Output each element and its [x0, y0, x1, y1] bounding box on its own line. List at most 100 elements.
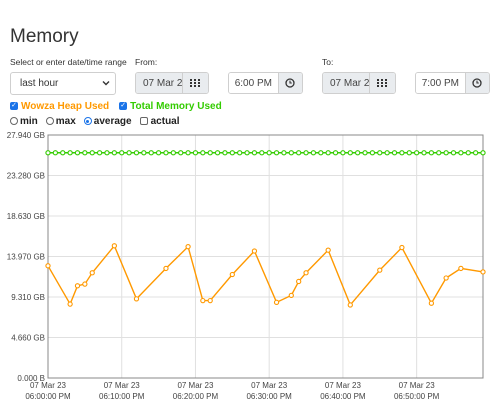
data-point-total-memory-used[interactable]	[355, 150, 361, 156]
from-time-button[interactable]	[277, 73, 302, 93]
to-date-input[interactable]: 07 Mar 2	[323, 73, 369, 93]
to-time-input[interactable]: 7:00 PM	[416, 73, 465, 93]
from-time-input[interactable]: 6:00 PM	[229, 73, 278, 93]
data-point-wowza-heap-used[interactable]	[303, 270, 309, 276]
data-point-total-memory-used[interactable]	[406, 150, 412, 156]
data-point-total-memory-used[interactable]	[377, 150, 383, 156]
data-point-total-memory-used[interactable]	[119, 150, 125, 156]
data-point-total-memory-used[interactable]	[45, 150, 51, 156]
data-point-total-memory-used[interactable]	[89, 150, 95, 156]
data-point-total-memory-used[interactable]	[163, 150, 169, 156]
data-point-wowza-heap-used[interactable]	[288, 292, 294, 299]
from-date-button[interactable]	[181, 73, 208, 93]
data-point-total-memory-used[interactable]	[458, 150, 464, 156]
data-point-total-memory-used[interactable]	[472, 150, 479, 156]
from-date-input[interactable]: 07 Mar 2	[136, 73, 182, 93]
data-point-total-memory-used[interactable]	[296, 150, 302, 156]
data-point-total-memory-used[interactable]	[413, 150, 420, 156]
data-point-total-memory-used[interactable]	[185, 150, 191, 156]
data-point-total-memory-used[interactable]	[443, 150, 449, 156]
data-point-wowza-heap-used[interactable]	[185, 244, 191, 250]
data-point-total-memory-used[interactable]	[141, 150, 147, 156]
data-point-total-memory-used[interactable]	[237, 150, 243, 156]
data-point-wowza-heap-used[interactable]	[133, 296, 140, 302]
radio-selected-icon[interactable]	[83, 117, 92, 125]
data-point-total-memory-used[interactable]	[244, 150, 250, 156]
data-point-total-memory-used[interactable]	[362, 150, 368, 156]
data-point-wowza-heap-used[interactable]	[82, 281, 88, 287]
data-point-total-memory-used[interactable]	[192, 150, 199, 156]
data-point-total-memory-used[interactable]	[251, 150, 258, 156]
data-point-wowza-heap-used[interactable]	[443, 275, 449, 281]
toggle-total-memory[interactable]: ✓ Total Memory Used	[119, 101, 222, 112]
data-point-total-memory-used[interactable]	[303, 150, 309, 156]
data-point-total-memory-used[interactable]	[399, 150, 405, 156]
data-point-wowza-heap-used[interactable]	[347, 302, 353, 308]
checkbox-checked-icon[interactable]: ✓	[119, 102, 128, 110]
data-point-total-memory-used[interactable]	[133, 150, 140, 156]
data-point-wowza-heap-used[interactable]	[251, 248, 258, 254]
radio-icon[interactable]	[45, 117, 54, 125]
radio-max[interactable]: max	[45, 116, 76, 127]
data-point-total-memory-used[interactable]	[281, 150, 287, 156]
data-point-total-memory-used[interactable]	[480, 150, 486, 156]
radio-icon[interactable]	[10, 117, 18, 125]
checkbox-actual[interactable]: actual	[139, 116, 180, 127]
range-select[interactable]: last hour	[10, 72, 116, 95]
data-point-wowza-heap-used[interactable]	[111, 243, 118, 249]
toggle-wowza-heap[interactable]: ✓ Wowza Heap Used	[10, 101, 109, 112]
data-point-total-memory-used[interactable]	[155, 150, 162, 156]
data-point-wowza-heap-used[interactable]	[163, 265, 169, 272]
data-point-total-memory-used[interactable]	[178, 150, 184, 156]
data-point-total-memory-used[interactable]	[436, 150, 442, 156]
data-point-total-memory-used[interactable]	[465, 150, 471, 156]
data-point-total-memory-used[interactable]	[222, 150, 228, 156]
data-point-wowza-heap-used[interactable]	[428, 300, 435, 306]
data-point-total-memory-used[interactable]	[332, 150, 339, 156]
data-point-wowza-heap-used[interactable]	[399, 244, 405, 251]
data-point-total-memory-used[interactable]	[288, 150, 294, 156]
to-date-button[interactable]	[368, 73, 395, 93]
data-point-wowza-heap-used[interactable]	[273, 299, 280, 305]
data-point-total-memory-used[interactable]	[104, 150, 110, 156]
to-time-button[interactable]	[464, 73, 489, 93]
data-point-total-memory-used[interactable]	[67, 150, 73, 156]
data-point-total-memory-used[interactable]	[259, 150, 265, 156]
data-point-total-memory-used[interactable]	[369, 150, 376, 156]
data-point-total-memory-used[interactable]	[325, 150, 331, 156]
radio-min[interactable]: min	[10, 116, 38, 127]
data-point-wowza-heap-used[interactable]	[89, 270, 95, 276]
data-point-wowza-heap-used[interactable]	[458, 265, 464, 272]
data-point-wowza-heap-used[interactable]	[480, 269, 486, 275]
data-point-total-memory-used[interactable]	[428, 150, 435, 156]
data-point-wowza-heap-used[interactable]	[229, 271, 235, 278]
data-point-total-memory-used[interactable]	[391, 150, 398, 156]
data-point-total-memory-used[interactable]	[310, 150, 317, 156]
data-point-total-memory-used[interactable]	[214, 150, 221, 156]
data-point-wowza-heap-used[interactable]	[67, 301, 73, 307]
data-point-wowza-heap-used[interactable]	[207, 297, 213, 304]
data-point-wowza-heap-used[interactable]	[45, 263, 51, 269]
data-point-total-memory-used[interactable]	[384, 150, 390, 156]
data-point-total-memory-used[interactable]	[318, 150, 324, 156]
data-point-total-memory-used[interactable]	[229, 150, 235, 156]
data-point-total-memory-used[interactable]	[266, 150, 272, 156]
data-point-total-memory-used[interactable]	[347, 150, 353, 156]
data-point-total-memory-used[interactable]	[82, 150, 88, 156]
data-point-total-memory-used[interactable]	[170, 150, 176, 156]
radio-average[interactable]: average	[83, 116, 132, 127]
data-point-total-memory-used[interactable]	[421, 150, 427, 156]
data-point-total-memory-used[interactable]	[111, 150, 118, 156]
data-point-wowza-heap-used[interactable]	[200, 297, 206, 304]
data-point-total-memory-used[interactable]	[52, 150, 59, 156]
data-point-total-memory-used[interactable]	[273, 150, 280, 156]
data-point-total-memory-used[interactable]	[450, 150, 457, 156]
data-point-total-memory-used[interactable]	[207, 150, 213, 156]
data-point-total-memory-used[interactable]	[340, 150, 346, 156]
data-point-total-memory-used[interactable]	[148, 150, 154, 156]
data-point-total-memory-used[interactable]	[126, 150, 132, 156]
data-point-wowza-heap-used[interactable]	[74, 283, 81, 289]
data-point-total-memory-used[interactable]	[96, 150, 103, 156]
checkbox-checked-icon[interactable]: ✓	[10, 102, 18, 110]
data-point-wowza-heap-used[interactable]	[296, 278, 302, 285]
